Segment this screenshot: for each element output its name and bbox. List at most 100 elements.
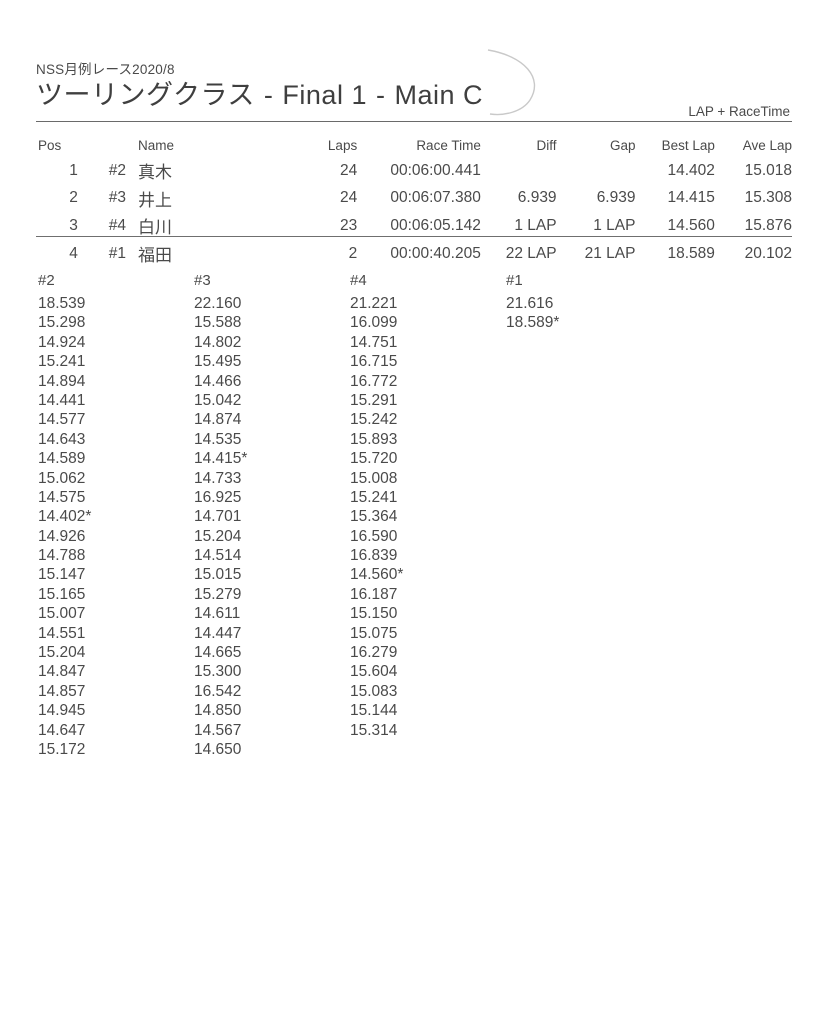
cell-car: #4	[108, 216, 126, 234]
lap-time-value: 15.241	[350, 488, 398, 506]
col-header-ave-lap: Ave Lap	[742, 138, 792, 153]
title-main-group: Main C	[394, 80, 483, 110]
cell-laps: 24	[339, 189, 358, 207]
lap-time-value: 14.650	[194, 740, 242, 758]
lap-time-value: 14.575	[38, 488, 86, 506]
lap-time-value: 22.160	[194, 295, 242, 312]
cell-race-time: 00:06:07.380	[390, 189, 481, 207]
lap-time-value: 16.279	[350, 644, 398, 662]
cell-laps: 2	[348, 244, 358, 262]
lap-time-value: 14.788	[38, 547, 86, 565]
col-header-best-lap: Best Lap	[661, 138, 715, 153]
col-header-name: Name	[138, 138, 175, 153]
lap-time-value: 15.495	[194, 353, 242, 371]
lap-column-car4: #4 21.221 16.099 14.751 16.715 16.772 15.291 15…	[350, 272, 432, 759]
lap-time-value: 21.616	[506, 295, 554, 312]
lap-time-value: 14.751	[350, 333, 398, 351]
lap-time-value: 14.567	[194, 721, 242, 739]
table-row: 4 #1 福田 2 00:00:40.205 22 LAP 21 LAP 18.589 20.1…	[36, 240, 792, 268]
cell-laps: 24	[339, 161, 358, 179]
cell-name: 井上	[138, 190, 172, 210]
lap-time-value: 15.291	[350, 391, 398, 409]
lap-time-value: 15.042	[194, 391, 242, 409]
lap-time-value: 14.847	[38, 663, 86, 681]
col-header-car	[78, 138, 138, 157]
lap-time-value: 14.415*	[194, 450, 248, 468]
lap-time-value: 18.589*	[506, 314, 560, 332]
lap-time-value: 18.539	[38, 295, 86, 312]
header-divider-top	[36, 121, 792, 122]
cell-ave-lap: 20.102	[744, 244, 792, 262]
cell-name: 真木	[138, 163, 172, 183]
title-separator-2: -	[375, 80, 386, 110]
lap-time-value: 15.150	[350, 605, 398, 623]
cell-pos: 4	[69, 244, 78, 262]
cell-ave-lap: 15.876	[744, 216, 792, 234]
event-name: NSS月例レース2020/8	[36, 62, 175, 77]
lap-time-value: 16.187	[350, 585, 398, 603]
cell-gap	[557, 157, 636, 185]
lap-time-value: 15.083	[350, 682, 398, 700]
lap-column-car3: #3 22.160 15.588 14.802 15.495 14.466 15.042 14…	[194, 272, 276, 759]
lap-time-value: 16.925	[194, 488, 242, 506]
lap-time-value: 15.008	[350, 469, 398, 487]
lap-time-value: 15.062	[38, 469, 86, 487]
results-table: Pos Name Laps Race Time Diff Gap Best La…	[36, 138, 792, 267]
results-divider-bottom	[36, 236, 792, 237]
cell-gap: 6.939	[596, 189, 636, 207]
lap-time-value: 15.720	[350, 450, 398, 468]
lap-time-value: 16.715	[350, 353, 398, 371]
lap-time-value: 14.894	[38, 372, 86, 390]
lap-time-value: 16.772	[350, 372, 398, 390]
document-header: NSS月例レース2020/8 ツーリングクラス - Final 1- Main C	[36, 58, 792, 110]
cell-car: #1	[108, 244, 126, 262]
lap-time-value: 14.924	[38, 333, 86, 351]
lap-time-value: 15.172	[38, 740, 86, 758]
cell-race-time: 00:06:05.142	[390, 216, 481, 234]
lap-time-value: 14.589	[38, 450, 86, 468]
title-round: Final 1	[282, 80, 367, 110]
lap-time-value: 15.314	[350, 721, 398, 739]
lap-time-value: 14.402*	[38, 508, 92, 526]
lap-column-car1: #1 21.616 18.589*	[506, 272, 588, 759]
lap-time-value: 15.165	[38, 585, 86, 603]
cell-gap: 1 LAP	[593, 216, 636, 234]
lap-time-value: 14.560*	[350, 566, 404, 584]
lap-time-value: 15.144	[350, 702, 398, 720]
cell-laps: 23	[339, 216, 358, 234]
lap-time-value: 14.647	[38, 721, 86, 739]
lap-time-value: 16.099	[350, 314, 398, 332]
lap-time-value: 14.535	[194, 430, 242, 448]
lap-time-value: 15.204	[194, 527, 242, 545]
report-type-label: LAP + RaceTime	[688, 104, 790, 119]
cell-race-time: 00:06:00.441	[390, 161, 481, 179]
lap-time-value: 14.466	[194, 372, 242, 390]
lap-column-car2: #2 18.539 15.298 14.924 15.241 14.894 14.441 14…	[38, 272, 120, 759]
cell-best-lap: 14.402	[667, 161, 715, 179]
title-separator-1: -	[263, 80, 274, 110]
lap-time-value: 15.242	[350, 411, 398, 429]
lap-time-value: 15.241	[38, 353, 86, 371]
cell-diff: 6.939	[517, 189, 557, 207]
lap-time-value: 15.604	[350, 663, 398, 681]
col-header-diff: Diff	[536, 138, 557, 153]
lap-time-value: 15.893	[350, 430, 398, 448]
lap-time-value: 15.300	[194, 663, 242, 681]
lap-times-section: #2 18.539 15.298 14.924 15.241 14.894 14.441 14…	[38, 272, 588, 759]
lap-time-value: 16.542	[194, 682, 242, 700]
title-class: ツーリングクラス	[36, 80, 255, 110]
lap-time-value: 16.839	[350, 547, 398, 565]
cell-car: #2	[108, 161, 126, 179]
cell-diff: 1 LAP	[514, 216, 557, 234]
lap-column-header: #4	[350, 272, 367, 289]
lap-time-value: 15.007	[38, 605, 86, 623]
cell-ave-lap: 15.308	[744, 189, 792, 207]
lap-time-value: 14.926	[38, 527, 86, 545]
lap-column-header: #3	[194, 272, 211, 289]
cell-pos: 2	[69, 189, 78, 207]
lap-time-value: 14.665	[194, 644, 242, 662]
cell-diff	[481, 157, 557, 185]
cell-ave-lap: 15.018	[744, 161, 792, 179]
lap-time-value: 15.298	[38, 314, 86, 332]
lap-time-value: 14.441	[38, 391, 86, 409]
